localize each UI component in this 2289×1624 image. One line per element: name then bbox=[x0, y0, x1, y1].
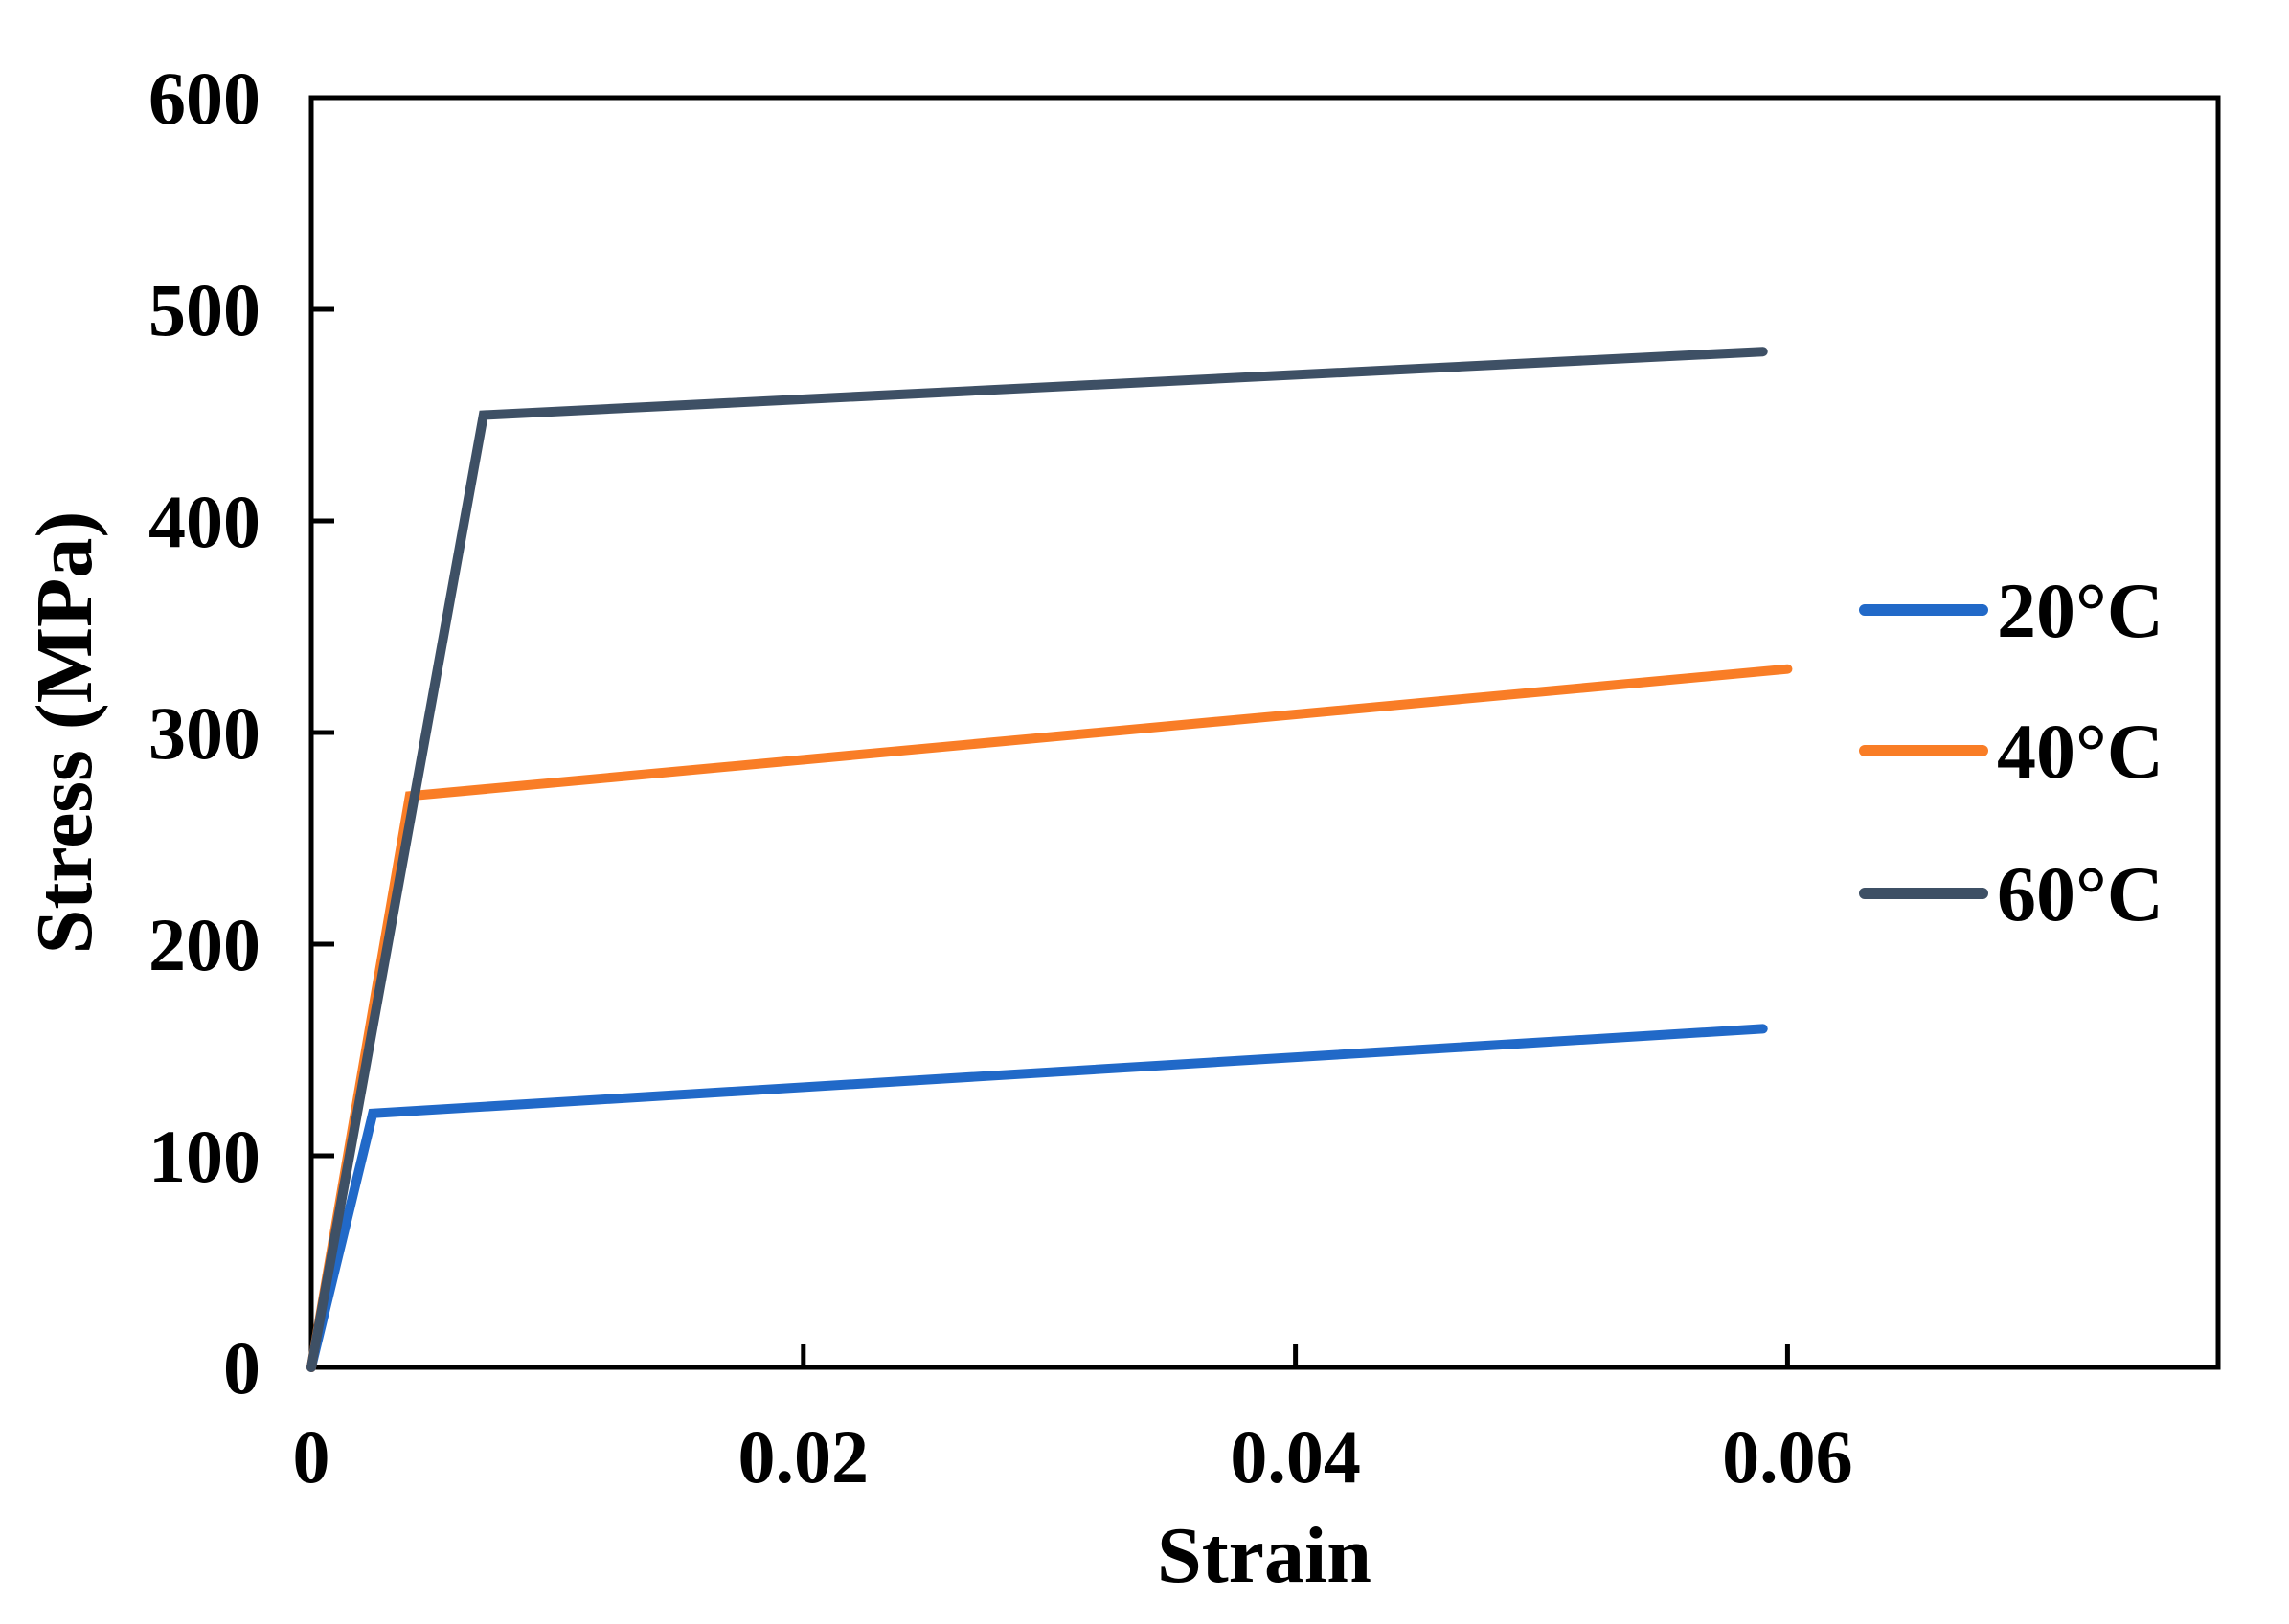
y-axis-title: Stress (MPa) bbox=[20, 511, 109, 955]
x-tick-label: 0.06 bbox=[1722, 1415, 1853, 1499]
y-tick-label: 600 bbox=[148, 56, 261, 140]
legend-label: 20°C bbox=[1997, 567, 2164, 654]
legend-label: 40°C bbox=[1997, 708, 2164, 795]
series-line-20c bbox=[306, 1024, 1768, 1372]
legend: 20°C 40°C 60°C bbox=[1859, 567, 2164, 937]
x-axis-ticks: 0 0.02 0.04 0.06 bbox=[293, 1344, 1853, 1499]
y-tick-label: 500 bbox=[148, 268, 261, 351]
x-tick-label: 0.02 bbox=[738, 1415, 870, 1499]
x-axis-title: Strain bbox=[1157, 1511, 1371, 1600]
plot-border bbox=[308, 95, 2221, 1370]
series-line-40c bbox=[306, 664, 1793, 1372]
y-tick-label: 0 bbox=[223, 1326, 261, 1410]
y-tick-label: 300 bbox=[148, 691, 261, 775]
x-tick-label: 0 bbox=[293, 1415, 330, 1499]
legend-label: 60°C bbox=[1997, 850, 2164, 937]
data-series bbox=[306, 347, 1793, 1372]
y-tick-label: 400 bbox=[148, 480, 261, 563]
x-tick-label: 0.04 bbox=[1230, 1415, 1361, 1499]
y-axis-ticks: 0 100 200 300 400 500 600 bbox=[148, 56, 334, 1410]
y-tick-label: 100 bbox=[148, 1115, 261, 1198]
series-line-60c bbox=[306, 347, 1768, 1372]
y-tick-label: 200 bbox=[148, 903, 261, 986]
